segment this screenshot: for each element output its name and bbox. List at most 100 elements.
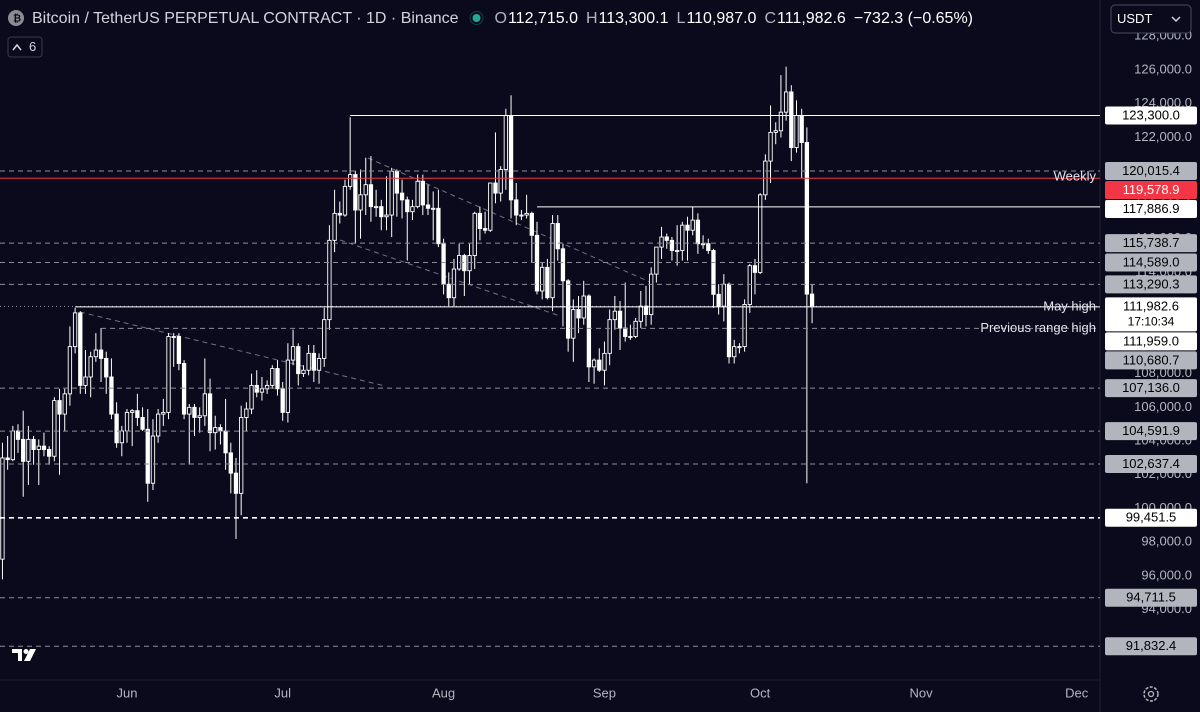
indicators-count: 6 [29, 39, 36, 54]
candle-body [15, 430, 21, 440]
candle-body [809, 293, 815, 307]
price-box [1105, 253, 1197, 272]
price-box [1105, 508, 1197, 527]
candle-body [322, 319, 327, 359]
gear-icon [1143, 686, 1159, 702]
candle-body [431, 207, 436, 210]
price-box [1105, 422, 1197, 441]
candle-body [477, 212, 483, 230]
candle-body [576, 309, 581, 319]
settings-button[interactable] [1143, 686, 1159, 702]
candle-body [633, 320, 638, 337]
candle-body [591, 359, 597, 368]
candle-body [363, 184, 368, 196]
candle-body [114, 413, 119, 444]
price-box-label: 123,300.0 [1122, 107, 1180, 122]
currency-select[interactable] [1110, 4, 1192, 34]
candle-body [638, 305, 643, 322]
ohlc-value: 112,715.0 [508, 10, 578, 27]
candle-body [726, 283, 732, 358]
indicators-toggle[interactable] [7, 36, 43, 58]
candle-body [664, 236, 669, 241]
candle-body [327, 239, 332, 321]
candle-body [529, 212, 534, 236]
candle-body [742, 304, 747, 348]
price-box [1105, 297, 1197, 332]
price-boxes: 123,300.0 120,015.4 119,578.9 117,886.9 115,… [1105, 106, 1197, 656]
y-tick-label: 106,000.0 [1134, 399, 1192, 414]
candle-body [46, 449, 52, 457]
candle-body [218, 427, 223, 432]
price-box-label: 104,591.9 [1122, 423, 1180, 438]
candle-body [778, 111, 784, 132]
ohlc-key: C [764, 10, 776, 27]
candle-body [166, 336, 171, 413]
candle-body [550, 223, 555, 299]
price-box-label: 111,982.6 [1123, 298, 1179, 313]
candle-body [93, 349, 99, 358]
candle-body [799, 115, 804, 143]
price-box-label: 107,136.0 [1122, 380, 1180, 395]
candle-body [275, 368, 280, 390]
candle-body [737, 346, 742, 349]
price-box [1105, 637, 1197, 656]
price-box-label: 117,886.9 [1123, 201, 1180, 216]
candle-body [410, 206, 415, 213]
price-box-label: 99,451.5 [1126, 510, 1177, 525]
price-box-label: 119,578.9 [1123, 182, 1180, 197]
candle-body [26, 438, 31, 462]
candle-body [405, 199, 410, 213]
symbol-title: Bitcoin / TetherUS PERPETUAL CONTRACT · … [32, 10, 459, 27]
candle-body [202, 393, 207, 417]
candle-body [57, 400, 62, 415]
candle-body [669, 239, 675, 251]
candle-body [296, 346, 301, 375]
candle-body [540, 266, 545, 292]
candle-body [685, 224, 690, 231]
candle-body [72, 312, 78, 348]
candle-body [399, 192, 405, 201]
candle-body [155, 413, 161, 437]
candle-body [187, 406, 192, 415]
candle-body [254, 384, 259, 393]
header: ₿ Bitcoin / TetherUS PERPETUAL CONTRACT … [8, 10, 973, 27]
candle-body [373, 206, 379, 209]
ohlc-key: L [677, 10, 686, 27]
logo-part [23, 649, 29, 654]
candle-body [301, 369, 306, 375]
candle-body [280, 388, 285, 413]
candle-body [135, 410, 140, 418]
x-tick-label: Aug [432, 685, 455, 700]
ohlc-key: H [586, 10, 598, 27]
dropdown-icon [1171, 16, 1181, 23]
candle-body [316, 357, 322, 371]
price-box-label: 120,015.4 [1122, 163, 1180, 178]
chevron-icon [12, 43, 22, 51]
candle-body [498, 169, 503, 194]
candle-body [534, 234, 540, 292]
candle-body [270, 368, 275, 386]
candle-body [555, 223, 560, 250]
x-tick-label: Oct [750, 685, 771, 700]
candle-body [446, 283, 451, 299]
candle-body [565, 280, 571, 339]
candle-body [10, 430, 15, 461]
candle-body [643, 305, 649, 316]
candle-body [524, 212, 529, 216]
candle-body [415, 180, 420, 208]
candle-body [353, 174, 358, 211]
y-tick-label: 126,000.0 [1134, 61, 1192, 76]
candle-body [519, 214, 524, 217]
candle-body [680, 224, 685, 251]
candle-body [145, 428, 150, 484]
x-tick-label: Dec [1065, 685, 1089, 700]
candle-body [98, 349, 104, 359]
candle-body [109, 376, 114, 415]
candle-body [571, 309, 576, 339]
currency-label: USDT [1117, 11, 1152, 26]
price-box-label: 113,290.3 [1123, 276, 1180, 291]
symbol-icon [8, 10, 24, 26]
y-tick-label: 96,000.0 [1141, 567, 1192, 582]
candle-body [628, 336, 633, 338]
